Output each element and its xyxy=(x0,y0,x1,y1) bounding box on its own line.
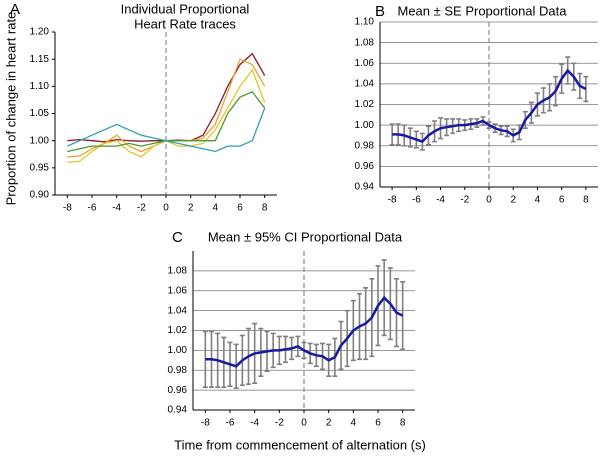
x-tick-label: 6 xyxy=(375,418,381,429)
x-tick-label: -6 xyxy=(226,418,235,429)
panel-label: B xyxy=(375,3,385,20)
chart-title: Individual Proportional xyxy=(121,1,250,16)
chart-title: Mean ± SE Proportional Data xyxy=(398,3,568,18)
y-tick-label: 1.02 xyxy=(168,325,188,336)
y-tick-label: 1.06 xyxy=(168,285,188,296)
x-tick-label: 6 xyxy=(559,195,565,206)
x-tick-label: 6 xyxy=(237,203,243,214)
x-tick-label: -2 xyxy=(275,418,284,429)
x-tick-label: 4 xyxy=(213,203,219,214)
x-tick-label: 0 xyxy=(301,418,307,429)
y-tick-label: 0.96 xyxy=(168,385,188,396)
y-tick-label: 0.98 xyxy=(355,140,375,151)
y-tick-label: 1.08 xyxy=(168,266,188,277)
y-tick-label: 1.10 xyxy=(355,17,375,28)
y-tick-label: 1.04 xyxy=(355,79,375,90)
panel-label: A xyxy=(10,1,20,18)
y-axis-label: Proportion of change in heart rate xyxy=(3,12,18,206)
x-tick-label: -8 xyxy=(388,195,397,206)
y-tick-label: 1.04 xyxy=(168,305,188,316)
chart-title: Mean ± 95% CI Proportional Data xyxy=(208,229,403,244)
y-tick-label: 1.05 xyxy=(30,108,50,119)
mean-line xyxy=(205,295,404,368)
y-tick-label: 0.94 xyxy=(168,405,188,416)
x-tick-label: 2 xyxy=(326,418,332,429)
y-tick-label: 0.90 xyxy=(30,190,50,201)
x-tick-label: 2 xyxy=(188,203,194,214)
x-axis-label: Time from commencement of alternation (s… xyxy=(174,437,426,452)
x-tick-label: 0 xyxy=(486,195,492,206)
x-tick-label: 8 xyxy=(583,195,589,206)
x-tick-label: -8 xyxy=(201,418,210,429)
y-tick-label: 1.02 xyxy=(355,99,375,110)
y-tick-label: 1.00 xyxy=(30,135,50,146)
x-tick-label: 4 xyxy=(535,195,541,206)
x-tick-label: -4 xyxy=(436,195,445,206)
y-tick-label: 1.06 xyxy=(355,58,375,69)
x-tick-label: -2 xyxy=(460,195,469,206)
mean-line xyxy=(392,68,587,144)
x-tick-label: 0 xyxy=(163,203,169,214)
trace-line xyxy=(67,107,266,153)
x-tick-label: -4 xyxy=(112,203,121,214)
y-tick-label: 0.98 xyxy=(168,365,188,376)
x-tick-label: 8 xyxy=(262,203,268,214)
y-tick-label: 1.08 xyxy=(355,37,375,48)
x-tick-label: -8 xyxy=(63,203,72,214)
x-tick-label: -6 xyxy=(88,203,97,214)
y-tick-label: 1.20 xyxy=(30,27,50,38)
x-tick-label: 2 xyxy=(510,195,516,206)
x-tick-label: 4 xyxy=(351,418,357,429)
y-tick-label: 1.10 xyxy=(30,81,50,92)
x-tick-label: -2 xyxy=(137,203,146,214)
chart-title: Heart Rate traces xyxy=(134,16,236,31)
y-tick-label: 0.94 xyxy=(355,182,375,193)
y-tick-label: 1.15 xyxy=(30,54,50,65)
y-tick-label: 1.00 xyxy=(355,120,375,131)
y-tick-label: 0.96 xyxy=(355,161,375,172)
error-bar xyxy=(583,75,589,103)
x-tick-label: -4 xyxy=(250,418,259,429)
y-tick-label: 0.95 xyxy=(30,162,50,173)
y-tick-label: 1.00 xyxy=(168,345,188,356)
x-tick-label: 8 xyxy=(400,418,406,429)
x-tick-label: -6 xyxy=(412,195,421,206)
panel-label: C xyxy=(172,229,183,246)
